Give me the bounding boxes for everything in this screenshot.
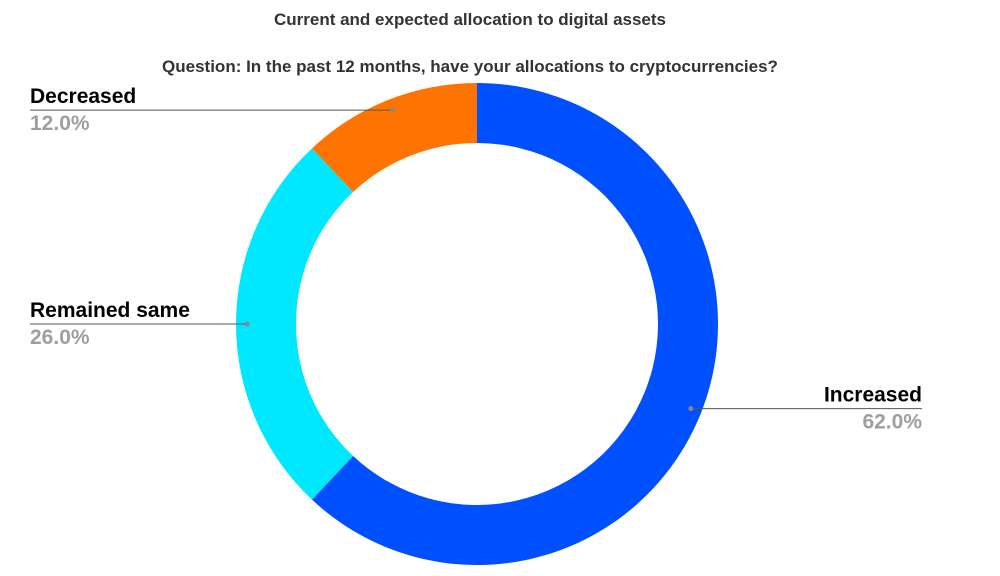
leader-dot [389, 107, 395, 113]
chart-subtitle: Question: In the past 12 months, have yo… [162, 57, 778, 76]
category-label: Increased [824, 384, 922, 407]
value-label: 62.0% [862, 411, 922, 434]
leader-dot [688, 406, 694, 412]
category-label: Remained same [30, 299, 190, 322]
donut-slice [235, 148, 354, 500]
leader-dot [244, 321, 250, 327]
chart-title: Current and expected allocation to digit… [274, 10, 666, 29]
donut-slice [312, 83, 718, 565]
value-label: 26.0% [30, 326, 90, 349]
category-label: Decreased [30, 85, 136, 108]
donut-slice [312, 83, 477, 193]
value-label: 12.0% [30, 112, 90, 135]
